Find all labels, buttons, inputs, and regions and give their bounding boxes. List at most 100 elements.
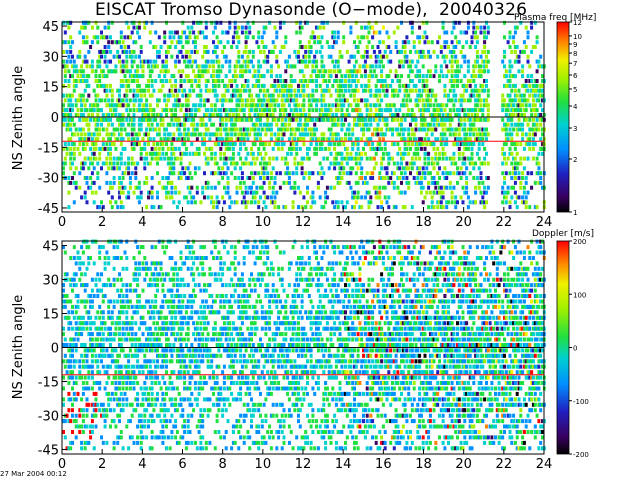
heatmap-cell: [210, 156, 214, 161]
heatmap-cell: [150, 113, 154, 117]
heatmap-cell: [277, 117, 281, 122]
heatmap-cell: [121, 146, 125, 151]
heatmap-cell: [141, 64, 145, 69]
heatmap-cell: [501, 185, 505, 190]
heatmap-cell: [515, 54, 519, 59]
heatmap-cell: [240, 132, 244, 137]
heatmap-cell: [101, 413, 105, 418]
heatmap-cell: [327, 74, 331, 79]
heatmap-cell: [193, 108, 197, 113]
heatmap-cell: [123, 49, 127, 54]
heatmap-cell: [188, 185, 192, 190]
heatmap-cell: [199, 103, 203, 108]
heatmap-cell: [485, 132, 488, 137]
heatmap-cell: [539, 171, 543, 176]
heatmap-cell: [432, 127, 436, 132]
heatmap-cell: [125, 239, 129, 244]
heatmap-cell: [400, 122, 403, 127]
heatmap-cell: [412, 83, 416, 88]
heatmap-cell: [85, 83, 89, 88]
heatmap-cell: [374, 161, 378, 166]
heatmap-cell: [103, 88, 107, 93]
heatmap-cell: [107, 166, 111, 171]
heatmap-cell: [224, 54, 228, 59]
heatmap-cell: [391, 142, 394, 147]
heatmap-cell: [240, 74, 244, 79]
heatmap-cell: [533, 20, 537, 25]
heatmap-cell: [177, 40, 181, 45]
heatmap-cell: [112, 113, 116, 117]
heatmap-cell: [351, 54, 355, 59]
heatmap-cell: [503, 83, 506, 88]
heatmap-cell: [213, 45, 217, 49]
heatmap-cell: [439, 137, 443, 142]
heatmap-cell: [539, 146, 543, 151]
heatmap-cell: [121, 283, 125, 288]
heatmap-cell: [333, 205, 337, 210]
heatmap-cell: [235, 103, 239, 108]
heatmap-cell: [479, 64, 483, 69]
heatmap-cell: [179, 108, 183, 113]
heatmap-cell: [141, 424, 145, 429]
heatmap-cell: [217, 64, 221, 69]
heatmap-cell: [307, 156, 311, 161]
heatmap-cell: [322, 113, 326, 117]
heatmap-cell: [107, 132, 111, 137]
heatmap-cell: [119, 103, 123, 108]
heatmap-cell: [96, 332, 100, 337]
heatmap-cell: [503, 98, 506, 103]
heatmap-cell: [506, 122, 510, 127]
heatmap-cell: [237, 59, 241, 64]
heatmap-cell: [403, 103, 407, 108]
heatmap-cell: [251, 20, 255, 25]
heatmap-cell: [522, 49, 526, 54]
heatmap-cell: [485, 190, 488, 195]
colorbar-tick-label: 6: [573, 72, 578, 80]
heatmap-cell: [271, 108, 275, 113]
heatmap-cell: [121, 332, 125, 337]
heatmap-cell: [403, 88, 407, 93]
heatmap-cell: [136, 79, 140, 83]
heatmap-cell: [409, 79, 412, 83]
heatmap-cell: [474, 113, 478, 117]
heatmap-cell: [62, 40, 65, 45]
heatmap-cell: [531, 156, 535, 161]
heatmap-cell: [215, 59, 219, 64]
heatmap-cell: [89, 256, 93, 260]
heatmap-cell: [177, 49, 181, 54]
heatmap-cell: [100, 310, 103, 315]
heatmap-cell: [271, 83, 275, 88]
heatmap-cell: [530, 25, 534, 30]
heatmap-cell: [136, 435, 140, 440]
heatmap-cell: [92, 103, 96, 108]
heatmap-cell: [69, 166, 73, 171]
heatmap-cell: [219, 98, 223, 103]
heatmap-cell: [423, 137, 427, 142]
heatmap-cell: [123, 364, 127, 369]
heatmap-cell: [141, 59, 145, 64]
heatmap-cell: [251, 122, 255, 127]
heatmap-cell: [123, 332, 127, 337]
heatmap-cell: [541, 142, 544, 147]
heatmap-cell: [508, 171, 512, 176]
heatmap-cell: [134, 266, 138, 271]
heatmap-cell: [425, 190, 429, 195]
heatmap-cell: [521, 176, 525, 180]
heatmap-cell: [235, 113, 239, 117]
heatmap-cell: [533, 142, 537, 147]
heatmap-cell: [262, 171, 266, 176]
heatmap-cell: [103, 321, 107, 326]
heatmap-cell: [405, 176, 409, 180]
heatmap-cell: [264, 45, 268, 49]
heatmap-cell: [145, 408, 149, 413]
heatmap-cell: [297, 54, 300, 59]
heatmap-cell: [257, 69, 261, 74]
heatmap-cell: [188, 30, 192, 35]
heatmap-cell: [230, 93, 234, 98]
heatmap-cell: [123, 161, 127, 166]
heatmap-cell: [150, 20, 154, 25]
heatmap-cell: [398, 122, 402, 127]
heatmap-cell: [174, 30, 178, 35]
heatmap-cell: [309, 137, 313, 142]
heatmap-cell: [128, 180, 132, 185]
